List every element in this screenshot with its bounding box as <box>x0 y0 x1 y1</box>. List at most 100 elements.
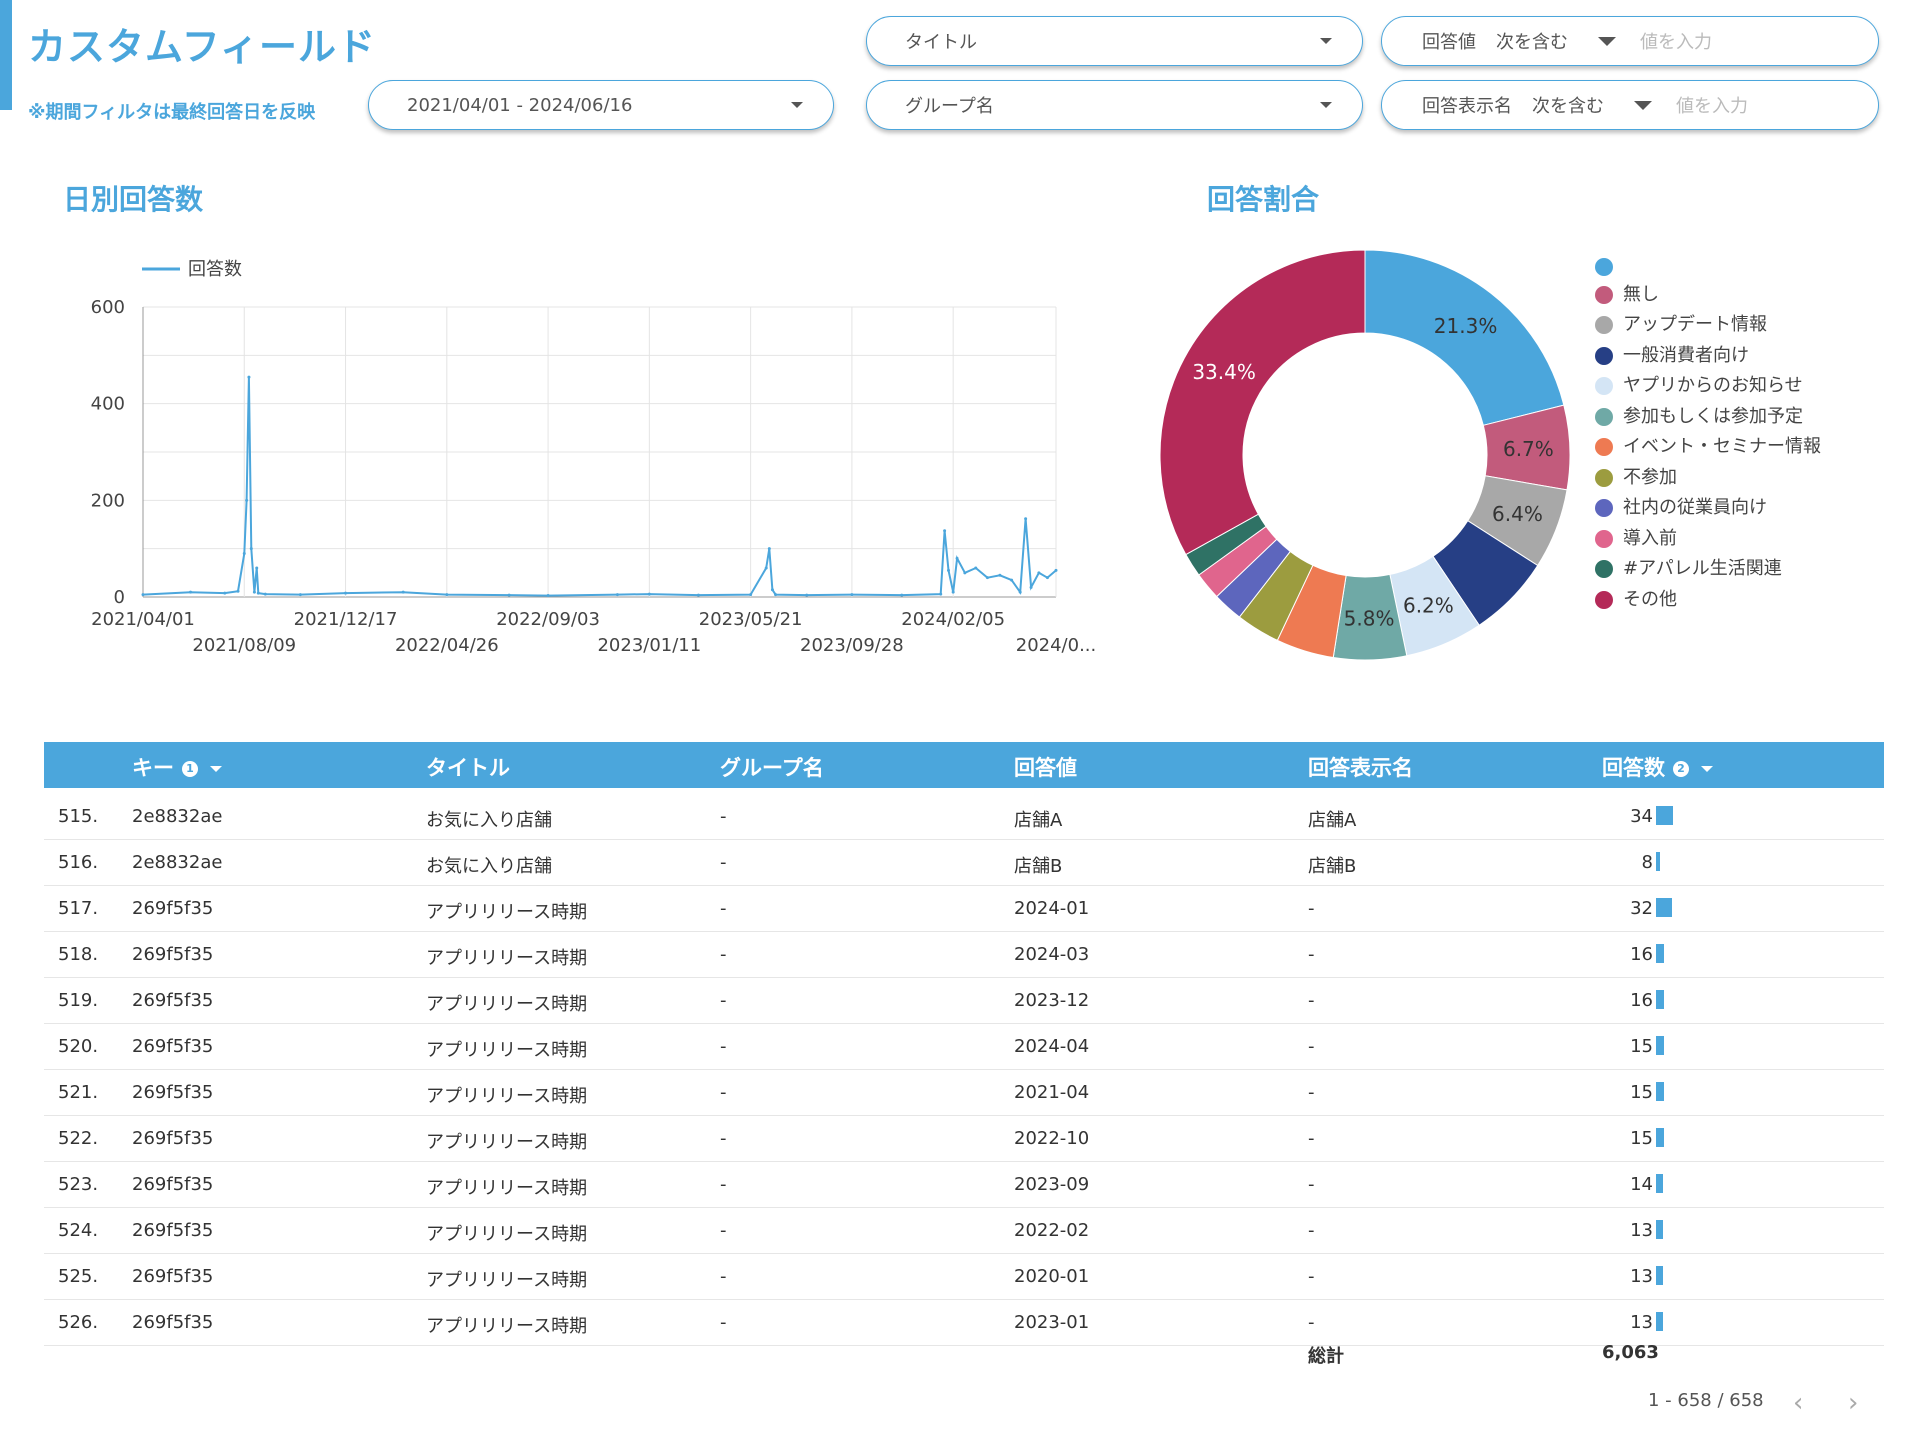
answer-display-input[interactable]: 値を入力 <box>1676 96 1748 117</box>
column-header-display[interactable]: 回答表示名 <box>1308 756 1413 780</box>
row-value: 店舗B <box>1014 856 1063 877</box>
info-icon[interactable]: 1 <box>182 761 198 777</box>
legend-item[interactable]: イベント・セミナー情報 <box>1595 434 1833 459</box>
row-key: 269f5f35 <box>132 898 214 919</box>
pagination-text: 1 - 658 / 658 <box>1648 1390 1764 1411</box>
info-icon[interactable]: 2 <box>1673 761 1689 777</box>
column-header-group[interactable]: グループ名 <box>720 756 824 780</box>
slice-percent-label: 6.2% <box>1403 594 1454 618</box>
next-page-icon[interactable]: › <box>1848 1388 1859 1418</box>
row-group: - <box>720 898 727 919</box>
data-point <box>767 547 771 551</box>
donut-slice[interactable] <box>1364 249 1565 426</box>
legend-item[interactable]: アップデート情報 <box>1595 312 1833 337</box>
table-row[interactable]: 526. 269f5f35 アプリリリース時期 - 2023-01 - 13 <box>44 1300 1884 1346</box>
data-point <box>1029 585 1033 589</box>
legend-label: イベント・セミナー情報 <box>1623 436 1821 457</box>
sort-desc-icon[interactable] <box>210 766 222 772</box>
slice-percent-label: 5.8% <box>1344 606 1395 630</box>
legend-item[interactable]: その他 <box>1595 587 1833 612</box>
legend-item[interactable]: #アパレル生活関連 <box>1595 556 1833 581</box>
row-display: - <box>1308 1312 1315 1333</box>
data-point <box>298 593 302 597</box>
donut-slice[interactable] <box>1159 249 1366 556</box>
table-row[interactable]: 523. 269f5f35 アプリリリース時期 - 2023-09 - 14 <box>44 1162 1884 1208</box>
prev-page-icon[interactable]: ‹ <box>1793 1388 1804 1418</box>
legend-swatch <box>1595 529 1613 548</box>
table-row[interactable]: 521. 269f5f35 アプリリリース時期 - 2021-04 - 15 <box>44 1070 1884 1116</box>
row-display: - <box>1308 944 1315 965</box>
answer-value-input[interactable]: 値を入力 <box>1640 32 1712 53</box>
column-header-key[interactable]: キー 1 <box>132 752 222 782</box>
row-count: 15 <box>1630 1036 1653 1057</box>
data-point <box>764 566 768 570</box>
legend-label: 無し <box>1623 283 1659 305</box>
data-point <box>946 568 950 572</box>
row-count: 16 <box>1630 944 1653 965</box>
data-point <box>255 566 259 570</box>
row-title: アプリリリース時期 <box>426 1224 588 1245</box>
column-header-value[interactable]: 回答値 <box>1014 756 1077 780</box>
answer-value-operator[interactable]: 次を含む <box>1496 32 1568 53</box>
row-count: 14 <box>1630 1174 1653 1195</box>
legend-item[interactable]: 社内の従業員向け <box>1595 495 1833 520</box>
column-header-title[interactable]: タイトル <box>426 756 510 780</box>
row-value: 2022-02 <box>1014 1220 1090 1241</box>
answer-display-operator[interactable]: 次を含む <box>1532 96 1604 117</box>
table-row[interactable]: 517. 269f5f35 アプリリリース時期 - 2024-01 - 32 <box>44 886 1884 932</box>
data-point <box>749 593 753 597</box>
data-point <box>955 556 959 560</box>
row-display: - <box>1308 1082 1315 1103</box>
date-range-picker[interactable]: 2021/04/01 - 2024/06/16 <box>368 80 834 130</box>
row-group: - <box>720 1220 727 1241</box>
row-title: アプリリリース時期 <box>426 1270 588 1291</box>
chevron-down-icon[interactable] <box>1598 36 1616 46</box>
table-row[interactable]: 525. 269f5f35 アプリリリース時期 - 2020-01 - 13 <box>44 1254 1884 1300</box>
page-title: カスタムフィールド <box>28 25 376 69</box>
table-header: キー 1 タイトル グループ名 回答値 回答表示名 回答数 2 <box>44 742 1884 788</box>
legend-item[interactable]: 参加もしくは参加予定 <box>1595 404 1833 429</box>
table-row[interactable]: 519. 269f5f35 アプリリリース時期 - 2023-12 - 16 <box>44 978 1884 1024</box>
column-header-count[interactable]: 回答数 2 <box>1602 752 1713 782</box>
data-point <box>985 576 989 580</box>
row-index: 524. <box>58 1220 99 1241</box>
row-key: 269f5f35 <box>132 944 214 965</box>
legend-swatch <box>1595 407 1613 426</box>
chevron-down-icon[interactable] <box>1634 100 1652 110</box>
group-filter-select[interactable]: グループ名 <box>866 80 1363 130</box>
row-index: 518. <box>58 944 99 965</box>
legend-item[interactable]: ヤプリからのお知らせ <box>1595 373 1833 398</box>
data-point <box>249 547 253 551</box>
answer-value-filter[interactable]: 回答値 次を含む 値を入力 <box>1381 16 1879 66</box>
legend-item[interactable]: 不参加 <box>1595 465 1833 490</box>
row-title: アプリリリース時期 <box>426 1178 588 1199</box>
table-row[interactable]: 515. 2e8832ae お気に入り店舗 - 店舗A 店舗A 34 <box>44 794 1884 840</box>
row-group: - <box>720 990 727 1011</box>
data-point <box>1018 590 1022 594</box>
row-group: - <box>720 944 727 965</box>
sort-desc-icon[interactable] <box>1701 766 1713 772</box>
data-point <box>263 592 267 596</box>
legend-item[interactable]: 無し <box>1595 282 1833 307</box>
x-tick-label: 2024/0... <box>1016 635 1097 656</box>
legend-swatch <box>1595 377 1613 395</box>
title-filter-select[interactable]: タイトル <box>866 16 1363 66</box>
table-row[interactable]: 516. 2e8832ae お気に入り店舗 - 店舗B 店舗B 8 <box>44 840 1884 886</box>
legend-item[interactable]: 一般消費者向け <box>1595 343 1833 368</box>
table-row[interactable]: 524. 269f5f35 アプリリリース時期 - 2022-02 - 13 <box>44 1208 1884 1254</box>
table-row[interactable]: 522. 269f5f35 アプリリリース時期 - 2022-10 - 15 <box>44 1116 1884 1162</box>
answer-display-filter[interactable]: 回答表示名 次を含む 値を入力 <box>1381 80 1879 130</box>
data-point <box>507 593 511 597</box>
data-point <box>951 590 955 594</box>
legend-item[interactable]: 導入前 <box>1595 526 1833 551</box>
row-index: 525. <box>58 1266 99 1287</box>
table-row[interactable]: 520. 269f5f35 アプリリリース時期 - 2024-04 - 15 <box>44 1024 1884 1070</box>
data-point <box>236 589 240 593</box>
series-line-answers <box>142 377 1057 597</box>
data-point <box>1010 578 1014 582</box>
legend-item[interactable] <box>1595 254 1833 276</box>
donut-legend: 無しアップデート情報 一般消費者向け ヤプリからのお知らせ 参加もしくは参加予定イベン… <box>1595 254 1833 617</box>
table-row[interactable]: 518. 269f5f35 アプリリリース時期 - 2024-03 - 16 <box>44 932 1884 978</box>
row-key: 269f5f35 <box>132 1220 214 1241</box>
x-tick-label: 2021/12/17 <box>294 609 398 630</box>
